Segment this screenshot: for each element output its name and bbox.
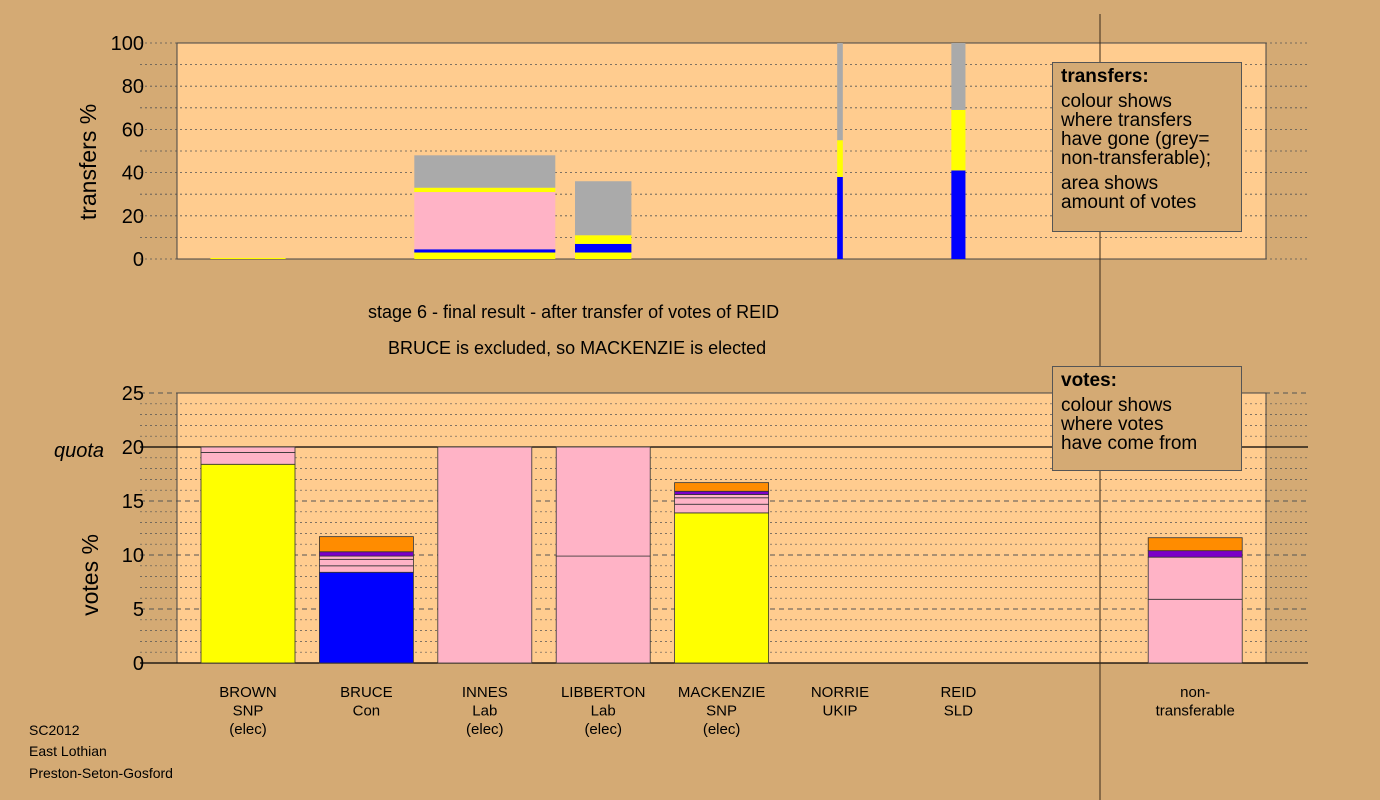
y-tick-label: 60 [122,119,144,141]
transfer-segment [575,235,632,244]
y-tick-label: 25 [122,383,144,405]
vote-segment [318,536,414,553]
vote-segment [674,490,769,495]
legend-line: colour shows [1061,91,1172,112]
votes-axis-label: votes % [77,534,103,616]
vote-segment [1147,556,1243,600]
transfer-segment [575,181,632,236]
vote-segment [318,558,414,567]
category-label: BROWN [219,684,277,701]
transfer-segment [414,187,556,193]
vote-segment [1147,598,1243,664]
transfer-segment [951,170,966,259]
transfer-segment [210,257,286,259]
y-tick-label: 100 [111,33,144,55]
vote-segment [1147,537,1243,552]
category-label: Lab [591,703,616,720]
transfer-segment [837,43,843,141]
vote-segment [674,482,769,492]
legend-line: non-transferable); [1061,148,1211,169]
category-label: (elec) [466,721,504,738]
category-label: NORRIE [811,684,869,701]
vote-segment [674,503,769,514]
transfer-segment [951,109,966,171]
category-label: BRUCE [340,684,393,701]
category-label: (elec) [703,721,741,738]
stage-caption: stage 6 - final result - after transfer … [368,302,780,322]
result-caption: BRUCE is excluded, so MACKENZIE is elect… [388,338,767,358]
category-label: Con [353,703,381,720]
transfers-legend-text-1: colour shows where transfers have gone (… [1061,92,1233,168]
vote-segment [318,565,414,573]
votes-legend-title: votes: [1061,370,1117,391]
footer-ward: Preston-Seton-Gosford [29,765,173,781]
transfer-segment [414,249,556,253]
category-label: SNP [706,703,737,720]
category-label: SLD [944,703,973,720]
legend-line: colour shows [1061,395,1172,416]
category-label: MACKENZIE [678,684,766,701]
category-label: (elec) [229,721,267,738]
legend-line: area shows [1061,173,1159,194]
vote-segment [318,555,414,560]
y-tick-label: 0 [133,653,144,675]
transfer-segment [575,243,632,253]
category-label: LIBBERTON [561,684,645,701]
votes-legend-text: colour shows where votes have come from [1061,396,1233,453]
vote-segment [555,446,651,557]
vote-segment [437,446,533,664]
y-tick-label: 0 [133,249,144,271]
y-tick-label: 20 [122,206,144,228]
category-label: REID [940,684,976,701]
transfers-legend-text-2: area shows amount of votes [1061,174,1233,212]
category-label: Lab [472,703,497,720]
y-tick-label: 20 [122,437,144,459]
transfers-plot-border [176,42,1267,260]
transfers-legend: transfers: colour shows where transfers … [1052,62,1242,232]
legend-line: have come from [1061,433,1198,454]
transfer-segment [414,155,556,188]
vote-segment [674,497,769,505]
transfer-segment [575,252,632,259]
category-label: transferable [1156,703,1235,720]
vote-segment [318,551,414,557]
y-tick-label: 80 [122,76,144,98]
vote-segment [200,451,296,465]
transfer-segment [837,176,843,259]
category-label: SNP [233,703,264,720]
transfer-segment [951,43,966,110]
transfers-legend-title: transfers: [1061,66,1149,87]
vote-segment [1147,550,1243,558]
category-label: (elec) [584,721,622,738]
category-label: non- [1180,684,1210,701]
vote-segment [674,494,769,499]
category-label: UKIP [822,703,857,720]
transfer-segment [414,252,556,259]
y-tick-label: 5 [133,599,144,621]
legend-line: where votes [1061,414,1164,435]
legend-line: where transfers [1061,110,1192,131]
quota-label: quota [54,440,104,462]
category-label: INNES [462,684,508,701]
vote-segment [674,512,769,664]
votes-legend: votes: colour shows where votes have com… [1052,366,1242,471]
transfers-axis-label: transfers % [75,104,101,220]
y-tick-label: 40 [122,163,144,185]
vote-segment [200,463,296,664]
vote-segment [555,555,651,664]
footer-election: SC2012 [29,722,80,738]
transfer-segment [837,140,843,177]
y-tick-label: 15 [122,491,144,513]
transfer-segment [414,192,556,250]
footer-council: East Lothian [29,743,107,759]
vote-segment [318,571,414,664]
legend-line: amount of votes [1061,192,1197,213]
legend-line: have gone (grey= [1061,129,1210,150]
y-tick-label: 10 [122,545,144,567]
vote-segment [200,446,296,453]
